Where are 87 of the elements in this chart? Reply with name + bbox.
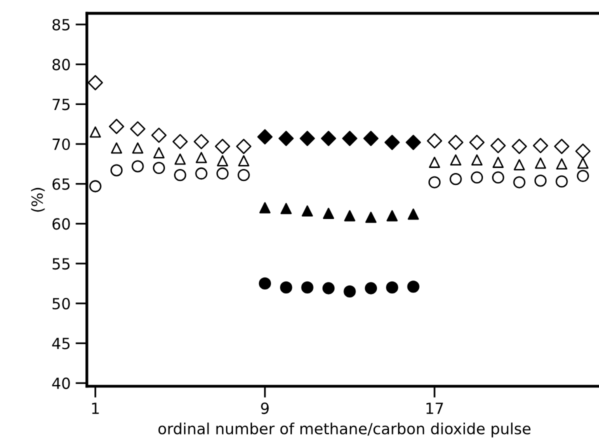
point — [426, 133, 442, 148]
point — [153, 147, 165, 158]
point — [384, 134, 400, 150]
point — [322, 282, 335, 294]
point — [428, 156, 440, 168]
point — [280, 281, 292, 294]
point — [363, 130, 379, 146]
point — [172, 134, 188, 150]
point — [214, 138, 230, 154]
point — [344, 210, 356, 222]
point — [278, 130, 294, 146]
y-tick-label: 45 — [52, 338, 70, 350]
point — [110, 142, 122, 154]
point — [512, 138, 527, 154]
y-tick-label: 55 — [52, 258, 70, 270]
point — [342, 130, 358, 146]
point — [575, 144, 591, 159]
point — [89, 180, 102, 192]
x-tick-label: 9 — [261, 402, 269, 414]
point — [258, 277, 271, 290]
point — [490, 138, 506, 154]
x-tick-label: 17 — [426, 402, 443, 414]
point — [280, 202, 292, 214]
point — [174, 154, 186, 165]
point — [450, 154, 462, 166]
point — [108, 118, 124, 134]
point — [110, 164, 123, 176]
point — [151, 128, 167, 143]
point — [407, 280, 420, 293]
point — [448, 134, 464, 150]
point — [194, 134, 209, 150]
point — [238, 169, 250, 182]
y-tick-label: 85 — [52, 18, 70, 30]
point — [196, 152, 207, 164]
point — [174, 169, 186, 182]
point — [408, 208, 419, 220]
point — [556, 158, 568, 170]
point — [554, 138, 570, 154]
y-tick-label: 65 — [52, 178, 70, 190]
x-tick-label: 1 — [92, 402, 99, 414]
point — [301, 281, 314, 294]
y-tick-label: 70 — [52, 138, 70, 150]
point — [257, 129, 273, 144]
point — [259, 202, 271, 214]
point — [216, 155, 228, 166]
point — [576, 170, 589, 182]
point — [492, 156, 504, 168]
y-axis-title: (%) — [31, 188, 45, 212]
y-tick-label: 60 — [52, 218, 70, 230]
point — [469, 134, 485, 150]
point — [132, 160, 144, 172]
point — [513, 176, 526, 188]
point — [470, 171, 483, 184]
y-tick-label: 75 — [52, 98, 70, 110]
point — [216, 167, 229, 180]
point — [152, 162, 166, 174]
point — [322, 208, 334, 219]
point — [450, 173, 462, 186]
point — [130, 121, 146, 137]
point — [344, 285, 356, 298]
point — [534, 174, 547, 187]
y-tick-label: 80 — [52, 58, 70, 70]
point — [365, 212, 377, 223]
point — [428, 176, 441, 188]
x-axis-title: ordinal number of methane/carbon dioxide pulse — [158, 422, 530, 438]
point — [236, 138, 252, 154]
point — [132, 142, 144, 154]
y-tick-label: 50 — [52, 298, 70, 310]
point — [386, 210, 398, 222]
point — [532, 138, 548, 154]
y-tick-label: 40 — [52, 378, 70, 390]
point — [302, 205, 313, 217]
point — [556, 175, 568, 188]
point — [471, 154, 483, 166]
point — [534, 158, 546, 169]
point — [320, 130, 336, 146]
point — [88, 75, 103, 90]
point — [238, 155, 250, 166]
point — [386, 281, 398, 294]
point — [364, 282, 377, 294]
point — [514, 159, 525, 170]
point — [195, 167, 208, 180]
point — [406, 134, 421, 150]
point — [492, 171, 504, 184]
point — [577, 158, 589, 169]
point — [300, 130, 315, 146]
point — [90, 126, 101, 138]
